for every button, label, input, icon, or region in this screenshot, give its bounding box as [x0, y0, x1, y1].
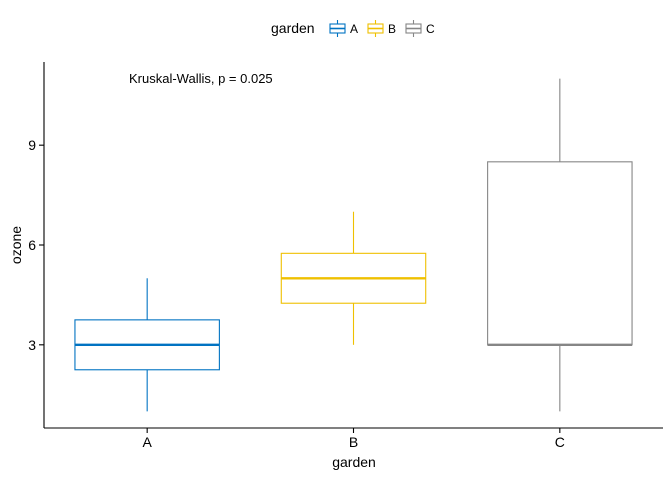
legend-label: B [388, 22, 396, 36]
x-tick-label: A [142, 434, 152, 450]
box-rect [487, 161, 633, 346]
x-tick-label: C [555, 434, 565, 450]
y-tick-label: 9 [28, 137, 36, 153]
legend-title: garden [271, 20, 315, 36]
y-axis-title: ozone [8, 226, 24, 264]
y-tick-label: 6 [28, 237, 36, 253]
box-C [487, 78, 633, 412]
box-B [280, 211, 427, 345]
legend-label: A [350, 22, 358, 36]
legend: garden A B C [271, 20, 435, 37]
legend-key-A [329, 20, 346, 37]
legend-key-C [405, 20, 422, 37]
x-axis-title: garden [332, 454, 376, 470]
x-tick-label: B [349, 434, 358, 450]
legend-key-B [367, 20, 384, 37]
box-A [74, 278, 220, 412]
plot-area: 3 6 9 A B C [28, 62, 663, 450]
y-tick-label: 3 [28, 337, 36, 353]
kruskal-wallis-annotation: Kruskal-Wallis, p = 0.025 [129, 71, 273, 86]
legend-label: C [426, 22, 435, 36]
